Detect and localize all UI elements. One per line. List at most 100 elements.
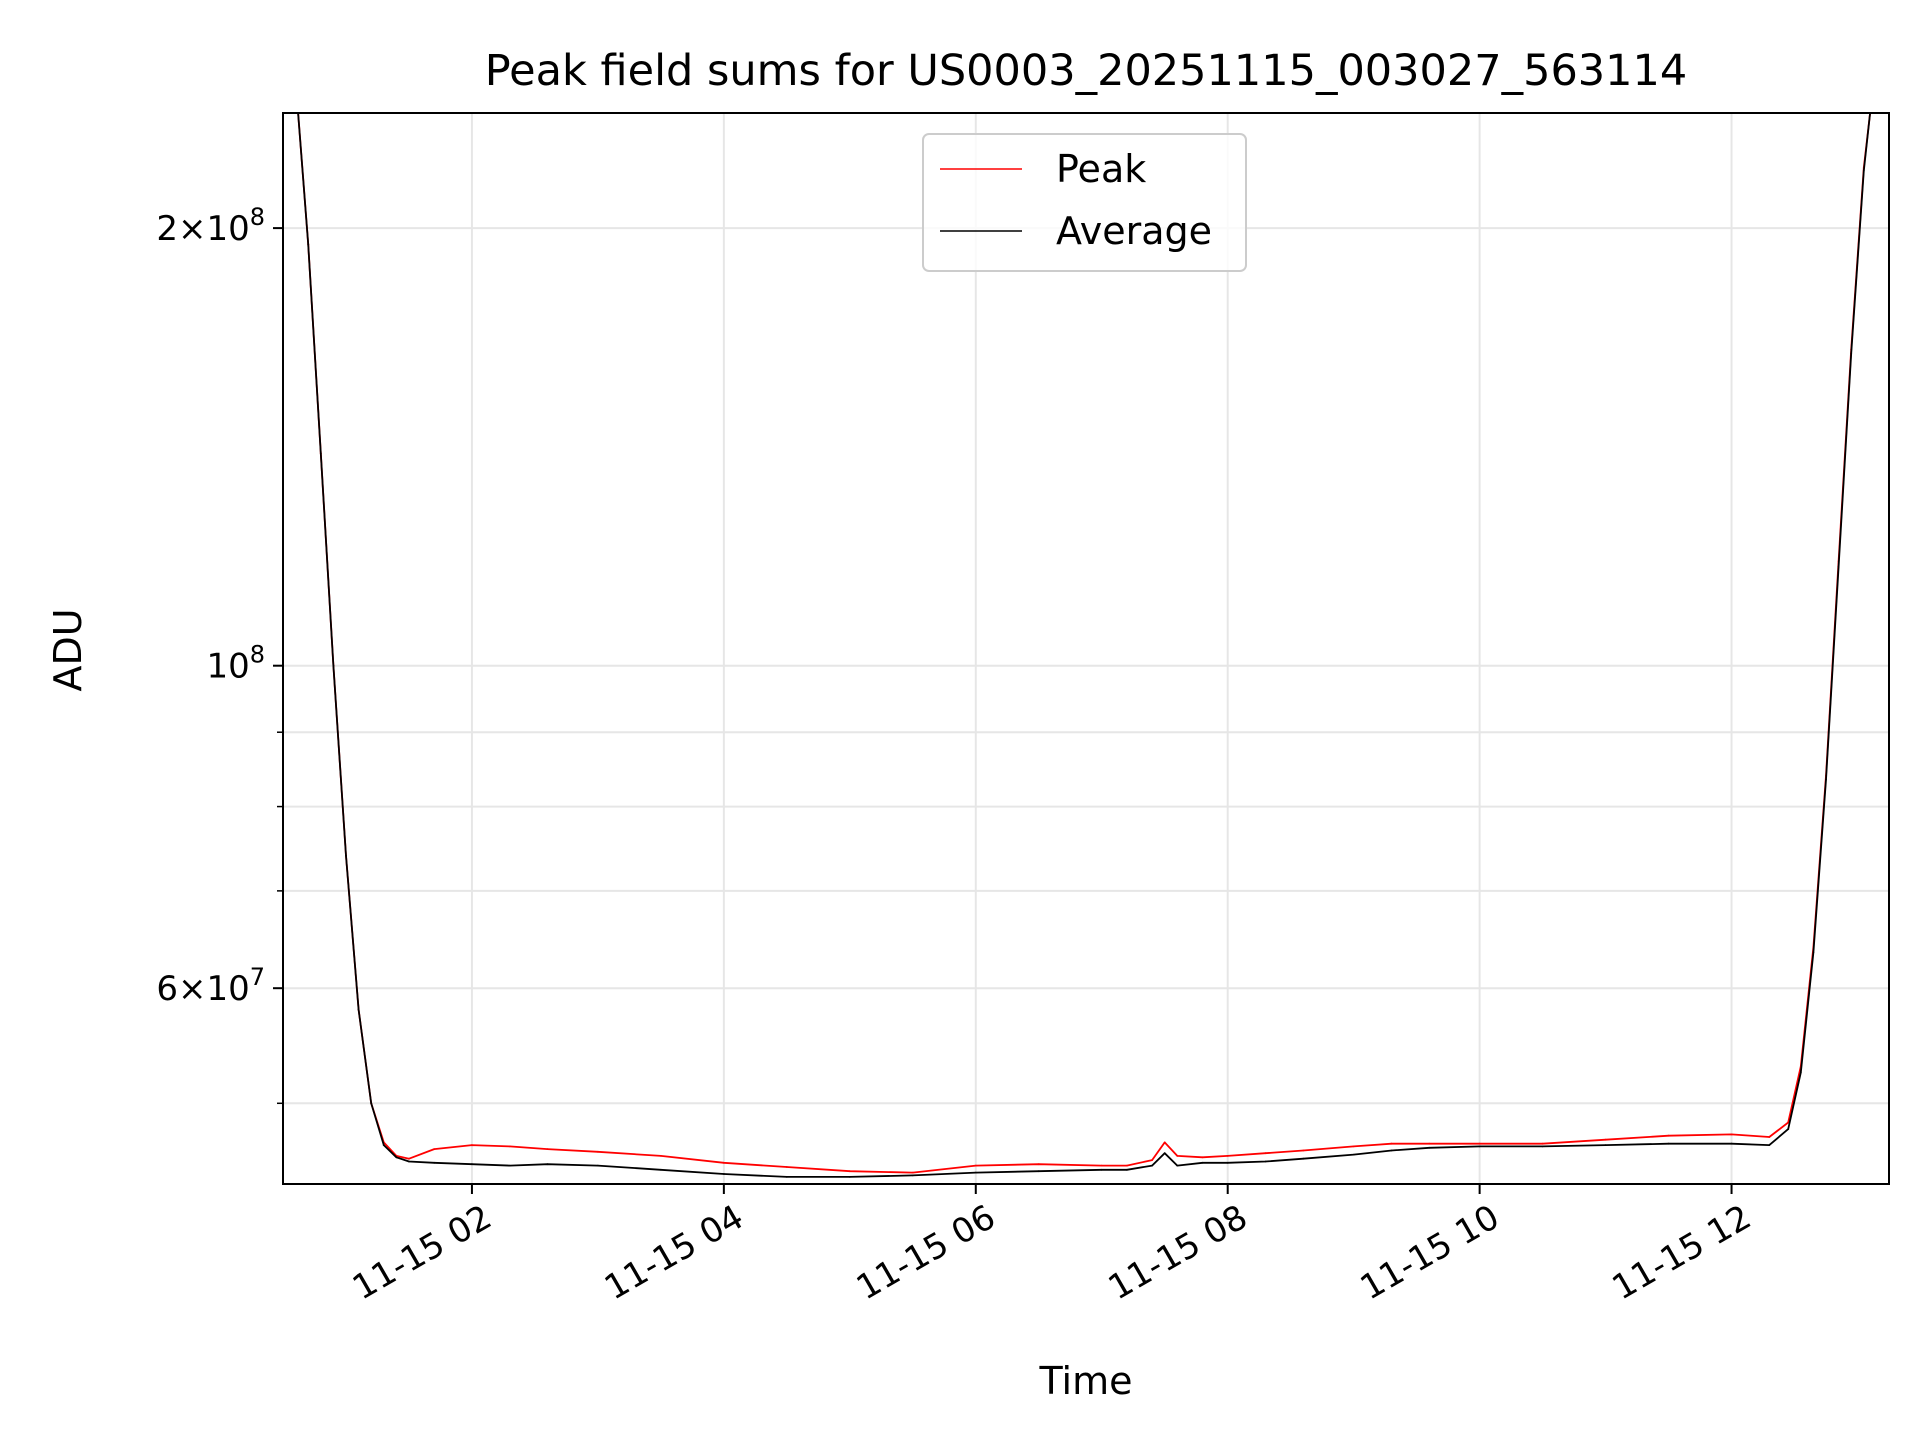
data-point-peak: [1768, 1136, 1771, 1138]
data-point-average: [1541, 1145, 1544, 1148]
y-tick-mantissa: 2: [156, 209, 178, 249]
data-point-average: [1799, 1071, 1802, 1074]
legend-label-average: Average: [1056, 209, 1212, 253]
data-point-average: [508, 1164, 511, 1167]
x-tick-label: 11-15 06: [850, 1197, 1002, 1308]
data-point-average: [1151, 1164, 1153, 1167]
data-point-average: [1478, 1145, 1481, 1148]
data-point-average: [1264, 1160, 1267, 1163]
y-tick-mantissa: 6: [156, 969, 178, 1009]
data-point-average: [848, 1176, 851, 1178]
data-point-average: [433, 1161, 436, 1164]
data-point-peak: [1151, 1159, 1153, 1161]
data-point-average: [974, 1171, 977, 1174]
data-point-average: [1428, 1146, 1431, 1149]
data-point-peak: [1176, 1155, 1179, 1157]
data-point-peak: [1478, 1142, 1481, 1145]
data-point-average: [1201, 1161, 1204, 1164]
data-point-average: [1352, 1153, 1355, 1156]
data-point-average: [1604, 1144, 1607, 1146]
data-point-peak: [974, 1164, 977, 1167]
data-point-peak: [1541, 1142, 1544, 1145]
data-point-peak: [1302, 1149, 1305, 1152]
axis-ticks: 11-15 02 11-15 04 11-15 06 11-15 08 11-15 10…: [156, 203, 1758, 1308]
series-line-peak: [297, 113, 1871, 1174]
data-point-peak: [408, 1157, 410, 1160]
data-point-average: [911, 1174, 914, 1177]
data-point-peak: [597, 1150, 599, 1153]
data-point-average: [319, 452, 322, 455]
data-point-average: [1100, 1168, 1103, 1171]
data-point-average: [723, 1173, 725, 1175]
data-point-average: [1302, 1157, 1305, 1160]
data-point-peak: [1163, 1141, 1166, 1144]
x-tick-label: 11-15 08: [1102, 1197, 1254, 1308]
y-tick-base: 10: [206, 969, 249, 1009]
data-point-average: [408, 1160, 410, 1163]
data-point-average: [1390, 1149, 1393, 1152]
y-tick-label: 2×108: [156, 203, 265, 249]
data-point-peak: [660, 1155, 662, 1157]
data-point-average: [1126, 1168, 1128, 1171]
data-point-peak: [1037, 1163, 1040, 1166]
x-tick-label: 11-15 04: [598, 1197, 750, 1308]
data-point-peak: [433, 1148, 436, 1150]
series-layer: [297, 113, 1871, 1178]
data-point-average: [382, 1144, 385, 1146]
data-point-average: [597, 1164, 599, 1167]
series-line-average: [297, 113, 1871, 1178]
y-tick-exponent: 7: [250, 963, 265, 991]
data-point-peak: [471, 1144, 473, 1146]
data-point-average: [307, 243, 310, 246]
y-tick-base: 10: [206, 209, 249, 249]
data-point-average: [471, 1163, 473, 1166]
data-point-peak: [1226, 1155, 1229, 1157]
data-point-average: [1787, 1128, 1790, 1130]
data-point-average: [1176, 1164, 1179, 1167]
y-tick-times: ×: [178, 209, 207, 249]
data-point-average: [345, 854, 347, 857]
data-point-peak: [1201, 1156, 1204, 1159]
chart-title: Peak field sums for US0003_20251115_0030…: [485, 46, 1688, 96]
data-point-average: [660, 1168, 662, 1171]
x-tick-label: 11-15 02: [346, 1197, 498, 1308]
data-point-average: [1768, 1144, 1771, 1146]
y-tick-base: 10: [206, 647, 249, 687]
data-point-peak: [785, 1166, 788, 1168]
data-point-average: [785, 1176, 788, 1178]
x-tick-label: 11-15 10: [1354, 1197, 1506, 1308]
data-point-peak: [1730, 1133, 1733, 1136]
data-point-peak: [723, 1161, 725, 1164]
grid: [283, 113, 1889, 1184]
y-tick-label: 6×107: [156, 963, 265, 1009]
data-point-average: [1862, 169, 1865, 172]
data-point-peak: [508, 1145, 511, 1148]
y-tick-exponent: 8: [250, 203, 265, 231]
data-point-average: [332, 664, 335, 667]
legend: Peak Average: [922, 133, 1247, 272]
data-point-peak: [848, 1170, 851, 1173]
data-point-peak: [1390, 1142, 1393, 1145]
data-point-average: [1226, 1161, 1229, 1164]
data-point-peak: [1428, 1142, 1431, 1145]
data-point-average: [1837, 565, 1840, 568]
x-tick-label: 11-15 12: [1606, 1197, 1758, 1308]
data-point-peak: [1264, 1152, 1267, 1155]
data-point-average: [1163, 1152, 1166, 1155]
y-tick-label: 108: [206, 641, 265, 687]
data-point-peak: [1100, 1164, 1103, 1167]
plot-frame: [282, 112, 1890, 1185]
y-tick-exponent: 8: [250, 641, 265, 669]
data-point-average: [357, 1008, 360, 1011]
data-point-average: [1812, 951, 1815, 954]
data-point-peak: [546, 1148, 549, 1150]
data-point-average: [370, 1102, 373, 1105]
data-point-average: [546, 1163, 549, 1166]
legend-label-peak: Peak: [1056, 147, 1146, 191]
data-point-average: [1667, 1142, 1670, 1145]
data-point-peak: [1604, 1138, 1607, 1141]
data-point-average: [1730, 1142, 1733, 1145]
data-point-peak: [1667, 1134, 1670, 1137]
